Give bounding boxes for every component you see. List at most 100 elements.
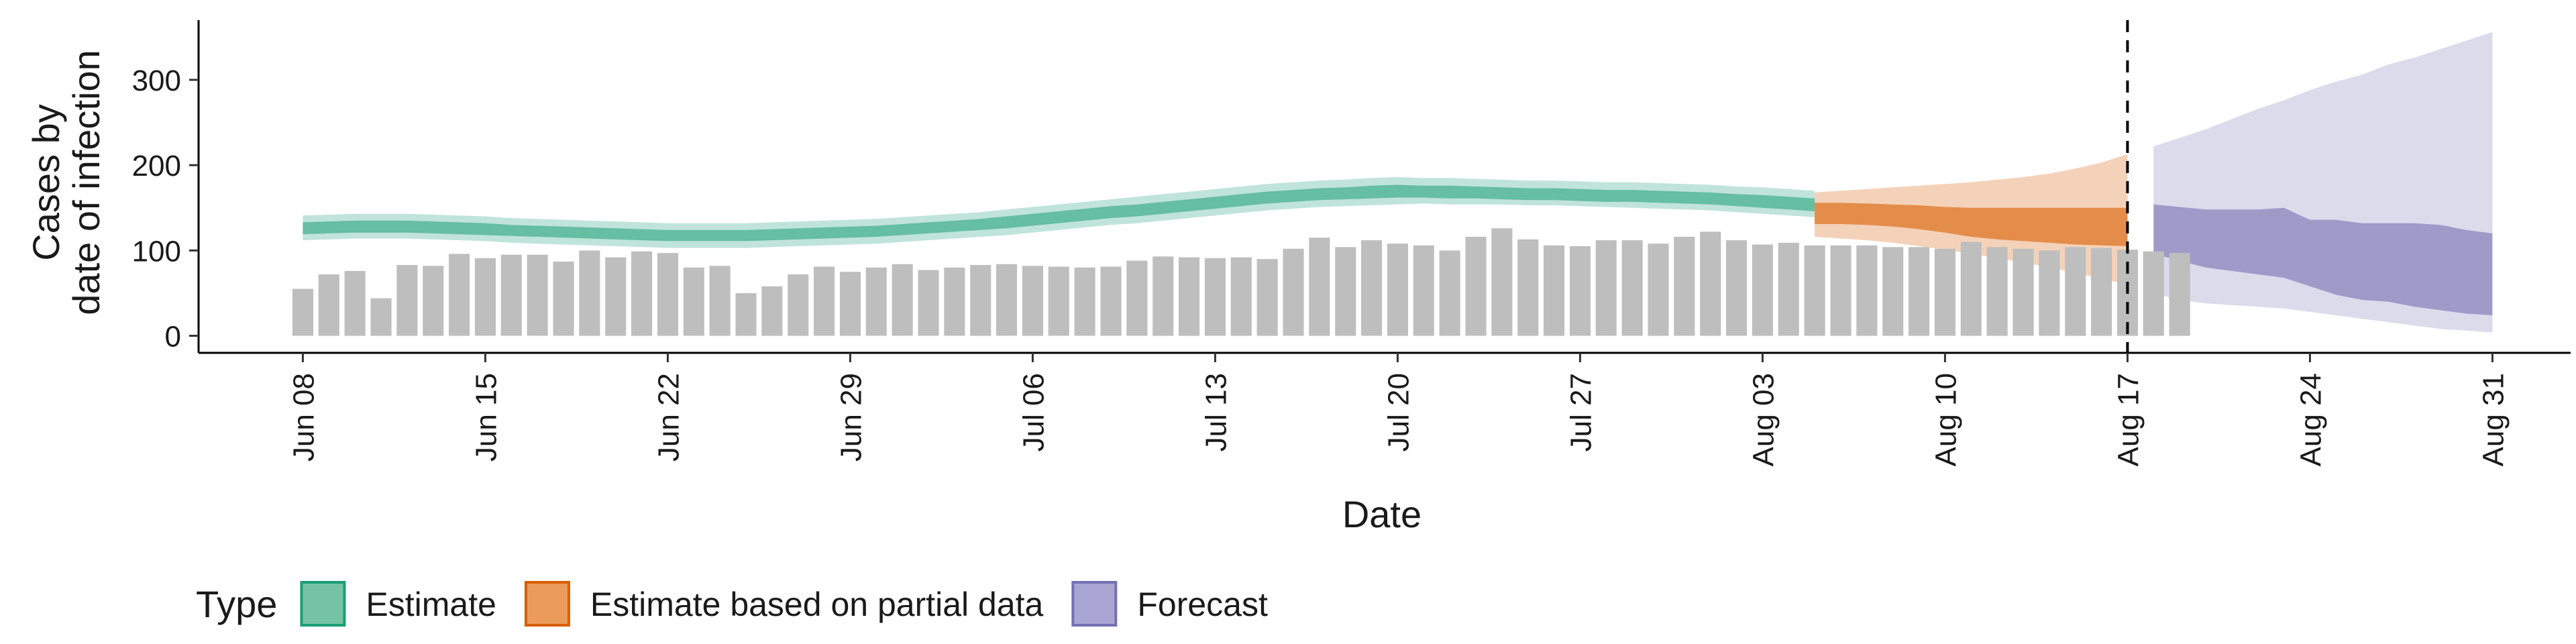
bar — [1909, 247, 1930, 336]
bar — [1544, 245, 1565, 336]
bar — [2091, 248, 2112, 336]
bar — [1465, 237, 1487, 336]
bar — [1778, 242, 1799, 336]
bar — [370, 298, 392, 336]
bar — [318, 274, 339, 336]
bar — [423, 266, 444, 336]
forecast-inner-band — [2153, 204, 2493, 315]
x-tick-label: Jun 22 — [652, 373, 685, 462]
bar — [1726, 240, 1748, 336]
x-axis-title: Date — [1342, 493, 1421, 535]
bar — [1204, 258, 1226, 336]
x-tick-label: Jun 08 — [287, 373, 320, 462]
bar — [1230, 257, 1252, 336]
y-tick-label: 200 — [132, 150, 181, 182]
estimate-inner-band — [303, 184, 1815, 241]
x-tick-layer: Jun 08 Jun 15 Jun 22 Jun 29 Jul 06 Jul 13 Jul … — [287, 353, 2510, 466]
legend-label-estimate: Estimate — [366, 586, 496, 623]
legend: Type Estimate Estimate based on partial d… — [196, 581, 1268, 627]
bar — [605, 257, 627, 336]
bar — [970, 265, 991, 336]
y-tick-label: 100 — [132, 235, 181, 268]
legend-label-forecast: Forecast — [1137, 586, 1268, 623]
bar — [1439, 250, 1460, 336]
x-tick-label: Jul 20 — [1382, 373, 1415, 451]
bar — [1830, 245, 1851, 336]
x-tick-label: Jun 15 — [470, 373, 502, 462]
x-tick-label: Aug 17 — [2112, 373, 2145, 466]
bar-layer — [292, 228, 2190, 336]
bar — [1882, 247, 1904, 336]
bar — [1179, 257, 1200, 336]
y-tick-layer: 0 100 200 300 — [132, 64, 199, 354]
y-tick-label: 300 — [132, 64, 181, 97]
bar — [396, 265, 418, 336]
bar — [1335, 247, 1356, 336]
bar — [1621, 240, 1643, 336]
x-tick-label: Jul 27 — [1564, 373, 1597, 451]
x-tick-label: Aug 31 — [2477, 373, 2510, 466]
bar — [1309, 237, 1330, 336]
bar — [527, 254, 548, 336]
y-axis-title-line-2: date of infection — [65, 50, 107, 315]
bar — [1256, 259, 1278, 336]
bar — [1100, 266, 1122, 336]
bar — [1674, 237, 1695, 336]
bar — [1986, 247, 2008, 336]
bar — [865, 267, 887, 336]
bar — [553, 261, 574, 336]
axes-layer — [197, 20, 2571, 354]
bar — [892, 264, 913, 336]
bar — [1152, 256, 1174, 336]
bar — [1934, 248, 1955, 336]
x-tick-label: Aug 24 — [2294, 373, 2327, 466]
x-tick-label: Jun 29 — [835, 373, 867, 462]
bar — [2012, 248, 2034, 336]
bar — [1413, 245, 1434, 336]
bar — [814, 266, 835, 336]
bar — [292, 288, 313, 336]
bar — [1569, 246, 1591, 336]
bar — [579, 250, 600, 336]
bar — [1960, 241, 1982, 336]
bar — [996, 264, 1018, 336]
legend-key-estimate-based-on-partial-data — [524, 581, 570, 627]
bar — [839, 272, 861, 336]
bar — [1126, 260, 1148, 336]
legend-key-estimate — [300, 581, 346, 627]
bar — [1700, 231, 1721, 336]
bar — [2143, 251, 2164, 336]
bar — [1283, 248, 1304, 336]
bar — [761, 286, 783, 336]
bar — [735, 293, 757, 336]
bar — [1648, 244, 1669, 336]
bar — [1856, 245, 1878, 336]
bar — [1048, 266, 1069, 336]
bar — [657, 253, 678, 336]
x-tick-label: Aug 03 — [1747, 373, 1780, 466]
bar — [1361, 240, 1383, 336]
bar — [944, 267, 965, 336]
legend-label-estimate-based-on-partial-data: Estimate based on partial data — [590, 586, 1044, 623]
bar — [1752, 244, 1773, 336]
bar — [683, 267, 704, 336]
y-tick-label: 0 — [165, 321, 181, 354]
bar — [2065, 247, 2086, 336]
bar — [1517, 239, 1539, 336]
bar — [1595, 240, 1617, 336]
bar — [631, 251, 653, 336]
bar — [788, 274, 809, 336]
bar — [1804, 245, 1825, 336]
y-axis-title-line-1: Cases by — [25, 104, 67, 260]
bar — [1387, 244, 1408, 336]
bar — [1074, 267, 1095, 336]
estimate-based-on-partial-data-inner-band — [1815, 203, 2128, 246]
bar — [1022, 266, 1043, 336]
bar — [500, 254, 522, 336]
bar — [1491, 228, 1513, 336]
bar — [2169, 253, 2190, 336]
bar — [474, 258, 496, 336]
legend-title: Type — [196, 583, 277, 625]
bar — [449, 254, 470, 336]
